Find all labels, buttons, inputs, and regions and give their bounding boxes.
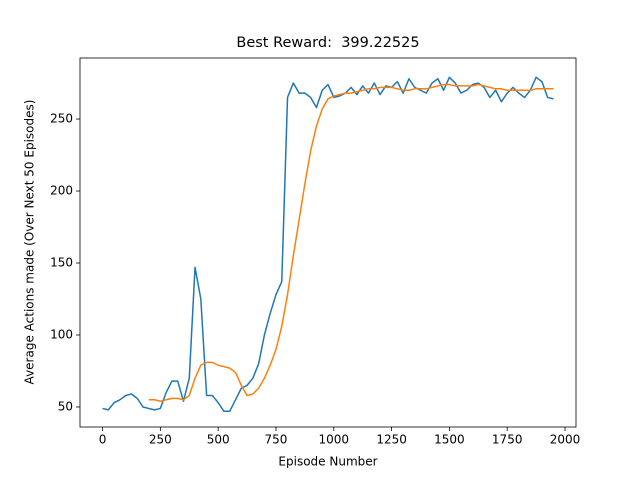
x-tick-label: 1000 (319, 433, 350, 447)
y-tick-label: 200 (50, 184, 73, 198)
y-tick-label: 50 (58, 399, 73, 413)
x-tick-label: 500 (207, 433, 230, 447)
axes-frame (79, 57, 577, 428)
x-tick-label: 1250 (376, 433, 407, 447)
y-tick-label: 250 (50, 112, 73, 126)
x-tick-label: 0 (99, 433, 107, 447)
x-tick-label: 2000 (550, 433, 581, 447)
x-axis-label: Episode Number (278, 455, 377, 469)
chart-title: Best Reward: 399.22525 (236, 35, 419, 51)
y-tick-label: 150 (50, 256, 73, 270)
x-tick-label: 1500 (434, 433, 465, 447)
y-tick-label: 100 (50, 328, 73, 342)
x-tick-label: 250 (149, 433, 172, 447)
x-tick-label: 1750 (492, 433, 523, 447)
series-line (148, 83, 554, 402)
y-axis-label: Average Actions made (Over Next 50 Episo… (23, 100, 37, 385)
x-tick-label: 750 (265, 433, 288, 447)
series-line (102, 76, 554, 413)
